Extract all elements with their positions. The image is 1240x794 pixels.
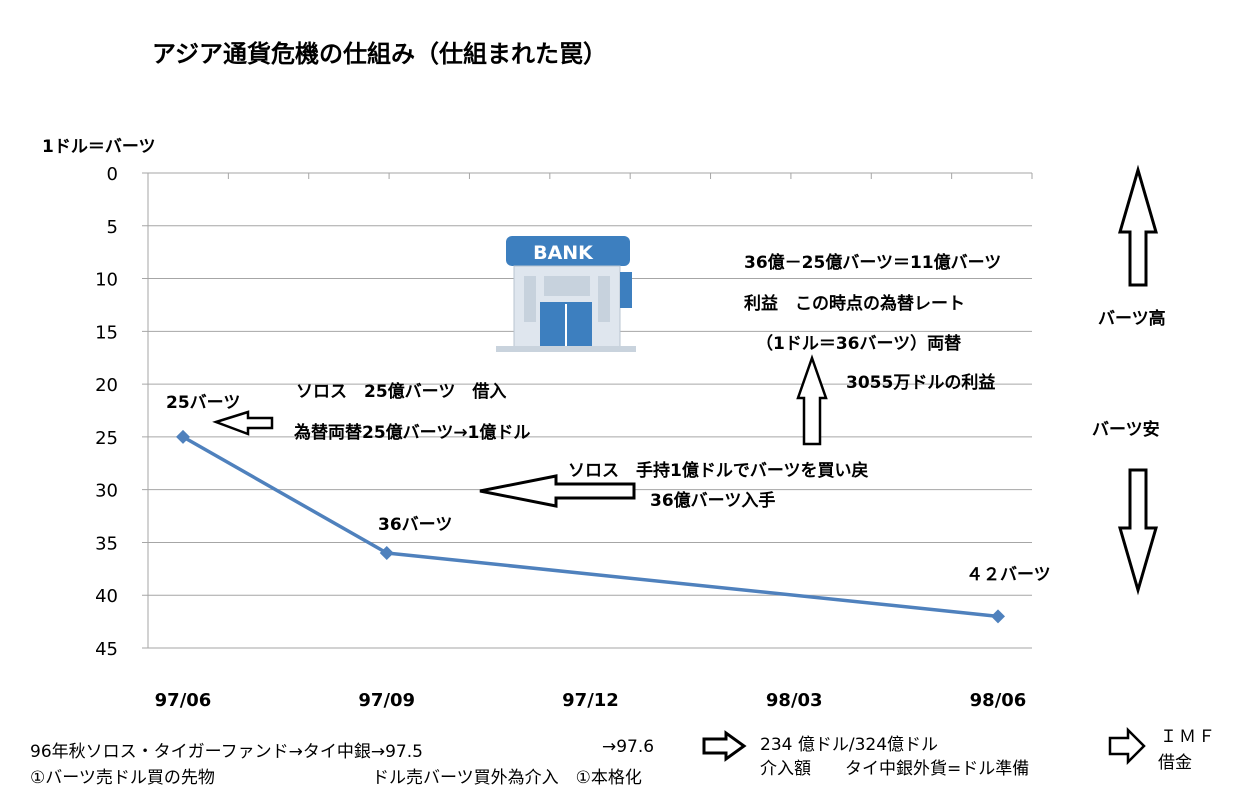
annotation-borrow-1: ソロス 25億バーツ 借入 (296, 382, 507, 402)
y-tick-30: 30 (95, 481, 118, 502)
series-line (176, 429, 1005, 624)
bank-sign: BANK (533, 242, 594, 264)
y-tick-0: 0 (107, 164, 118, 185)
arrow-left-large-icon (479, 474, 636, 508)
arrow-up-large-icon (1118, 164, 1158, 287)
x-tick-labels: 97/06 97/09 97/12 98/03 98/06 (155, 690, 1027, 711)
y-tick-45: 45 (95, 639, 118, 660)
arrow-up-icon (796, 354, 828, 446)
arrow-left-small-icon (212, 410, 274, 436)
annotation-borrow-2: 為替両替25億バーツ→1億ドル (294, 423, 531, 443)
footer-intervention-1: 234 億ドル/324億ドル (760, 735, 939, 755)
x-tick-97-09: 97/09 (358, 690, 415, 711)
y-tick-20: 20 (95, 375, 118, 396)
annotation-buyback-1: ソロス 手持1億ドルでバーツを買い戻 (568, 461, 869, 481)
footer-line1-mid: →97.6 (602, 737, 655, 757)
y-tick-15: 15 (95, 322, 118, 343)
grid-lines (142, 172, 1033, 649)
bank-icon: BANK (496, 236, 636, 352)
data-label-9709: 36バーツ (378, 515, 453, 535)
x-tick-97-12: 97/12 (562, 690, 619, 711)
y-tick-labels: 0 5 10 15 20 25 30 35 40 45 (95, 164, 118, 660)
y-tick-40: 40 (95, 586, 118, 607)
footer-line2-mid: ドル売バーツ買外為介入 ①本格化 (372, 768, 642, 788)
footer-line2-left: ①バーツ売ドル買の先物 (30, 768, 215, 788)
annotation-buyback-2: 36億バーツ入手 (650, 491, 776, 511)
data-point-98-06 (991, 609, 1005, 624)
data-label-9806: ４２バーツ (966, 565, 1051, 585)
y-tick-35: 35 (95, 533, 118, 554)
label-baht-low: バーツ安 (1092, 420, 1160, 440)
footer-line1-left: 96年秋ソロス・タイガーファンド→タイ中銀→97.5 (30, 742, 423, 762)
data-point-97-06 (176, 429, 190, 444)
y-tick-25: 25 (95, 428, 118, 449)
y-tick-10: 10 (95, 270, 118, 291)
page-title: アジア通貨危機の仕組み（仕組まれた罠） (152, 40, 608, 68)
footer-borrow: 借金 (1158, 753, 1192, 773)
arrow-right-footer-icon (702, 730, 747, 762)
x-tick-98-06: 98/06 (970, 690, 1027, 711)
annotation-profit-3: （1ドル＝36バーツ）両替 (756, 334, 962, 354)
arrow-right-imf-icon (1108, 726, 1146, 766)
annotation-profit-1: 36億－25億バーツ＝11億バーツ (744, 253, 1002, 273)
data-point-97-09 (379, 546, 394, 560)
footer-imf: ＩＭＦ (1160, 727, 1217, 747)
x-tick-98-03: 98/03 (766, 690, 823, 711)
data-label-9706: 25バーツ (166, 393, 241, 413)
arrow-down-large-icon (1118, 468, 1158, 596)
annotation-profit-4: 3055万ドルの利益 (846, 373, 996, 393)
x-tick-97-06: 97/06 (155, 690, 212, 711)
y-axis-label: 1ドル＝バーツ (42, 137, 156, 157)
label-baht-high: バーツ高 (1098, 309, 1166, 329)
y-tick-5: 5 (107, 217, 118, 238)
annotation-profit-2: 利益 この時点の為替レート (744, 294, 965, 314)
footer-intervention-2: 介入額 タイ中銀外貨=ドル準備 (760, 759, 1030, 779)
